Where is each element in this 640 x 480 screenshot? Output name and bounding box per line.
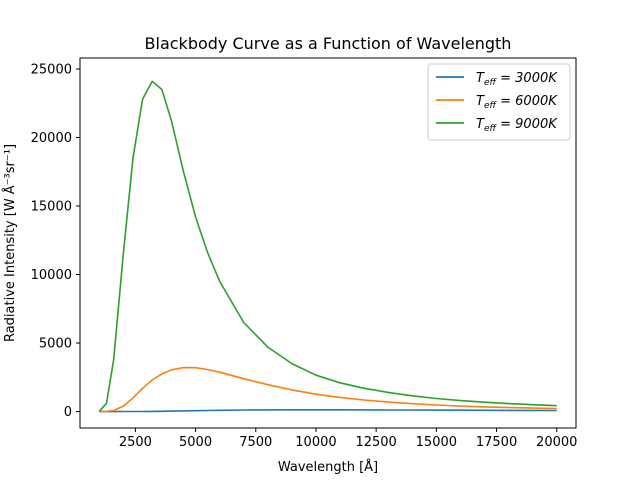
- y-tick-label: 15000: [31, 200, 72, 215]
- x-tick-label: 2500: [119, 435, 152, 450]
- series-line-2: [98, 80, 557, 412]
- series-line-1: [99, 366, 557, 413]
- x-tick-label: 10000: [295, 435, 336, 450]
- x-tick-label: 12500: [355, 435, 396, 450]
- y-axis-label: Radiative Intensity [W Å⁻³sr⁻¹]: [2, 144, 18, 342]
- legend: Teff = 3000K Teff = 6000K Teff = 9000K: [427, 63, 571, 141]
- x-axis-label: Wavelength [Å]: [278, 459, 378, 475]
- series-line-0: [99, 408, 557, 413]
- x-tick-label: 15000: [416, 435, 457, 450]
- legend-label-1: Teff = 6000K: [476, 94, 558, 111]
- x-tick-label: 17500: [476, 435, 517, 450]
- y-tick-label: 0: [64, 405, 72, 420]
- x-tick-label: 7500: [239, 435, 272, 450]
- legend-label-2: Teff = 9000K: [476, 117, 558, 134]
- x-tick-label: 5000: [179, 435, 212, 450]
- legend-box: [427, 63, 571, 141]
- y-tick-label: 10000: [31, 268, 72, 283]
- y-tick-label: 20000: [31, 131, 72, 146]
- y-tick-label: 25000: [31, 62, 72, 77]
- plot-lines: [98, 80, 557, 413]
- chart-title: Blackbody Curve as a Function of Wavelen…: [145, 34, 512, 53]
- y-tick-label: 5000: [39, 337, 72, 352]
- plot-frame: [79, 57, 577, 429]
- y-axis-ticks: 0 5000 10000 15000 20000 25000: [31, 62, 80, 420]
- x-tick-label: 20000: [536, 435, 577, 450]
- x-axis-ticks: 2500 5000 7500 10000 12500 15000 17500 20000: [119, 428, 577, 450]
- legend-label-0: Teff = 3000K: [476, 71, 558, 88]
